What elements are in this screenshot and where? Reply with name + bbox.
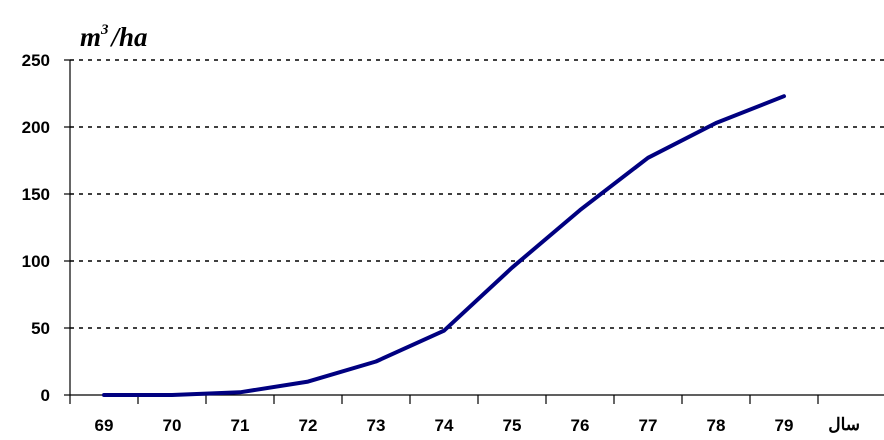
y-unit-exponent: 3 (100, 22, 109, 38)
grid-lines (70, 59, 884, 329)
x-tick-label: 74 (435, 416, 454, 435)
y-tick-label: 250 (22, 51, 50, 70)
y-tick-label: 200 (22, 118, 50, 137)
x-tick-label: 69 (95, 416, 114, 435)
series-line (102, 94, 786, 397)
y-tick-labels: 0 50 100 150 200 250 (22, 51, 70, 405)
x-tick-label: 75 (503, 416, 522, 435)
x-tick-label: 79 (775, 416, 794, 435)
x-tick-label: 76 (571, 416, 590, 435)
x-tick-labels: 69 70 71 72 73 74 75 76 77 78 79 (69, 395, 819, 435)
y-tick-label: 100 (22, 252, 50, 271)
x-tick-label: 72 (299, 416, 318, 435)
x-tick-label: 71 (231, 416, 250, 435)
y-axis-unit-label: m3/ha (80, 22, 148, 52)
x-tick-label: 70 (163, 416, 182, 435)
series (102, 94, 786, 397)
y-unit-rest: /ha (110, 22, 148, 52)
y-tick-label: 50 (31, 319, 50, 338)
axes (69, 60, 884, 396)
y-unit-base: m (80, 22, 101, 52)
y-tick-label: 0 (41, 386, 50, 405)
y-tick-label: 150 (22, 185, 50, 204)
x-tick-label: 73 (367, 416, 386, 435)
x-tick-label: 77 (639, 416, 658, 435)
x-axis-label: سال (828, 415, 860, 434)
x-tick-label: 78 (707, 416, 726, 435)
